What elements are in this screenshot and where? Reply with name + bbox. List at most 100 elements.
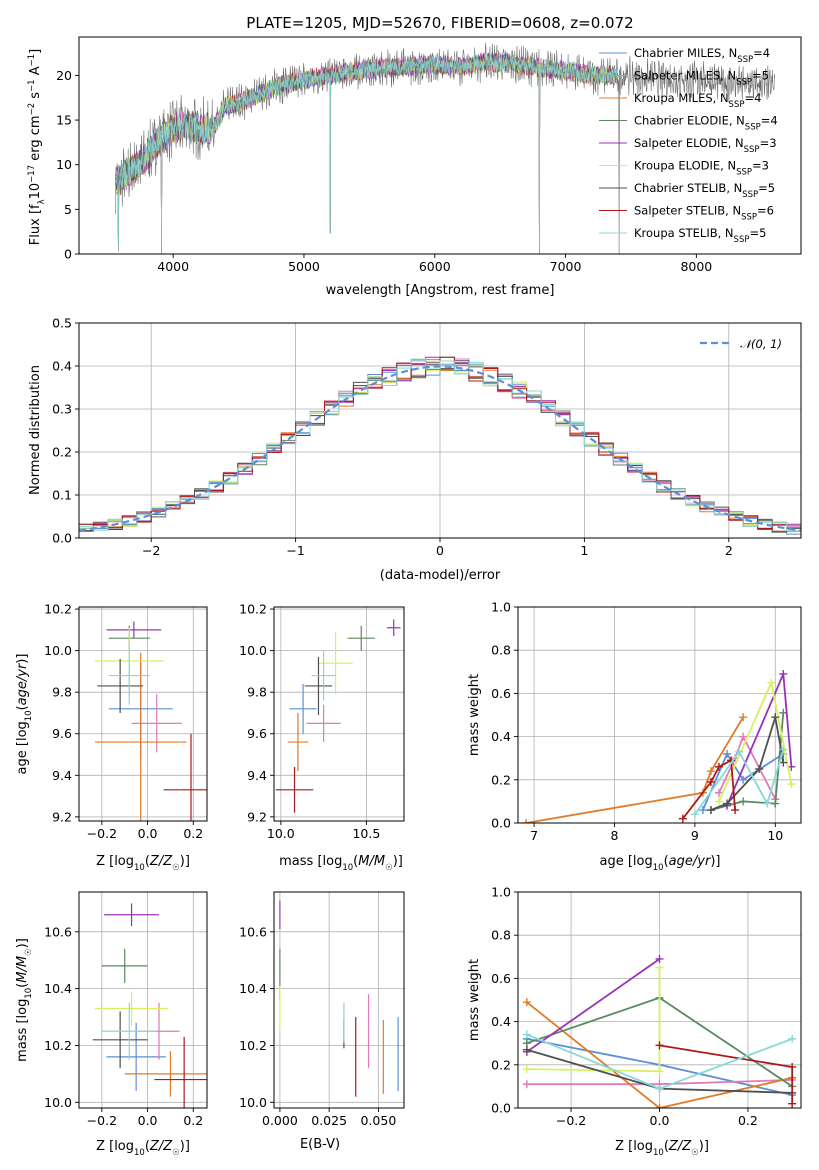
x-tick-label: 1	[580, 543, 588, 558]
weight-marker	[779, 758, 788, 767]
weight-marker	[771, 799, 780, 808]
age-mass-xlabel: mass [log10(M/M☉)]	[279, 854, 403, 873]
plot-area-age-vs-mass	[275, 619, 401, 813]
x-tick-label: 0.025	[311, 1113, 347, 1128]
weight-marker	[655, 954, 664, 963]
y-tick-label: 5	[64, 202, 72, 217]
weight-series	[694, 749, 785, 815]
residual-histogram	[79, 358, 801, 538]
y-tick-label: 0	[64, 247, 72, 262]
x-tick-label: 8	[611, 828, 619, 843]
mass-z-ylabel: mass [log10(M/M☉)]	[15, 938, 34, 1062]
y-tick-label: 10.2	[44, 1038, 72, 1053]
y-tick-label: 9.6	[247, 726, 267, 741]
weight-marker	[714, 762, 723, 771]
plot-area-age-vs-Z	[95, 621, 207, 821]
x-tick-label: −2	[142, 543, 160, 558]
mass-z-xlabel: Z [log10(Z/Z☉)]	[96, 1139, 190, 1158]
weight-marker	[779, 669, 788, 678]
y-tick-label: 10	[56, 157, 72, 172]
x-tick-label: 7000	[550, 259, 582, 274]
weight-marker	[522, 998, 531, 1007]
y-tick-label: 1.0	[491, 600, 511, 615]
weight-age-ylabel: mass weight	[467, 674, 482, 756]
y-tick-label: 1.0	[491, 885, 511, 900]
weight-marker	[714, 797, 723, 806]
y-tick-label: 0.3	[52, 402, 72, 417]
weight-marker	[723, 799, 732, 808]
axes-frame	[78, 891, 208, 1109]
y-tick-label: 9.4	[52, 768, 72, 783]
weight-z-ylabel: mass weight	[467, 959, 482, 1041]
y-tick-label: 0.2	[491, 772, 511, 787]
y-tick-label: 10.2	[239, 602, 267, 617]
weight-marker	[690, 810, 699, 819]
axes-frame	[273, 606, 405, 822]
plot-area-mass-vs-Z	[92, 903, 207, 1108]
spectrum-xlabel: wavelength [Angstrom, rest frame]	[326, 283, 555, 298]
y-tick-label: 10.6	[44, 924, 72, 939]
weight-marker	[731, 806, 740, 815]
y-tick-label: 0.0	[491, 816, 511, 831]
x-tick-label: 0.0	[650, 1113, 670, 1128]
weight-marker	[739, 713, 748, 722]
gaussian-curve	[79, 365, 801, 532]
y-tick-label: 0.2	[491, 1057, 511, 1072]
x-tick-label: 0	[436, 543, 444, 558]
y-tick-label: 0.1	[52, 488, 72, 503]
weight-marker	[655, 1041, 664, 1050]
plot-area-weight-vs-Z	[522, 954, 797, 1108]
x-tick-label: 0.0	[138, 1113, 158, 1128]
y-tick-label: 9.8	[52, 685, 72, 700]
weight-marker	[723, 749, 732, 758]
chart-title: PLATE=1205, MJD=52670, FIBERID=0608, z=0…	[246, 14, 633, 32]
y-tick-label: 10.2	[239, 1038, 267, 1053]
axes-spectrum: 4000 5000 6000 7000 8000 0 5 10 15 20	[56, 36, 802, 274]
weight-marker	[714, 788, 723, 797]
plot-area-mass-vs-ebv	[279, 900, 399, 1097]
y-tick-label: 10.6	[239, 924, 267, 939]
y-tick-label: 10.4	[44, 981, 72, 996]
axes-frame	[78, 36, 802, 255]
x-tick-label: 6000	[419, 259, 451, 274]
weight-marker	[678, 814, 687, 823]
axes-frame	[517, 606, 802, 824]
y-tick-label: 9.8	[247, 685, 267, 700]
spectrum-ylabel: Flux [fλ10−17 erg cm−2 s−1 A−1]	[27, 49, 47, 245]
y-tick-label: 0.4	[491, 729, 511, 744]
legend-entry: Salpeter ELODIE, NSSP=3	[634, 136, 777, 155]
weight-marker	[706, 767, 715, 776]
x-tick-label: 9	[691, 828, 699, 843]
legend-entry: 𝒩(0, 1)	[740, 337, 782, 351]
weight-z-xlabel: Z [log10(Z/Z☉)]	[615, 1139, 709, 1158]
residual-ylabel: Normed distribution	[28, 365, 43, 495]
x-tick-label: 5000	[288, 259, 320, 274]
weight-marker	[655, 1067, 664, 1076]
residual-xlabel: (data-model)/error	[380, 568, 501, 583]
y-tick-label: 10.0	[44, 643, 72, 658]
y-tick-label: 0.8	[491, 643, 511, 658]
weight-marker	[788, 1099, 797, 1108]
legend-entry: Kroupa ELODIE, NSSP=3	[634, 159, 769, 178]
y-tick-label: 0.0	[491, 1101, 511, 1116]
x-tick-label: 0.000	[262, 1113, 298, 1128]
weight-marker	[522, 1080, 531, 1089]
y-tick-label: 0.6	[491, 686, 511, 701]
weight-marker	[522, 819, 531, 823]
weight-series	[659, 1044, 794, 1104]
y-tick-label: 10.0	[239, 1095, 267, 1110]
x-tick-label: −0.2	[87, 1113, 117, 1128]
legend-entry: Chabrier MILES, NSSP=4	[634, 46, 770, 65]
y-tick-label: 0.4	[491, 1014, 511, 1029]
weight-marker	[706, 806, 715, 815]
axes-mass-vs-ebv: 0.000 0.025 0.050 10.0 10.2 10.4 10.6	[239, 891, 405, 1128]
weight-series	[526, 958, 661, 1053]
weight-marker	[706, 777, 715, 786]
weight-marker	[655, 1104, 664, 1108]
weight-marker	[735, 747, 744, 756]
weight-marker	[755, 765, 764, 773]
weight-marker	[698, 806, 707, 815]
x-tick-label: 2	[725, 543, 733, 558]
weight-age-xlabel-text: age [log10(age/yr)]	[600, 854, 721, 873]
